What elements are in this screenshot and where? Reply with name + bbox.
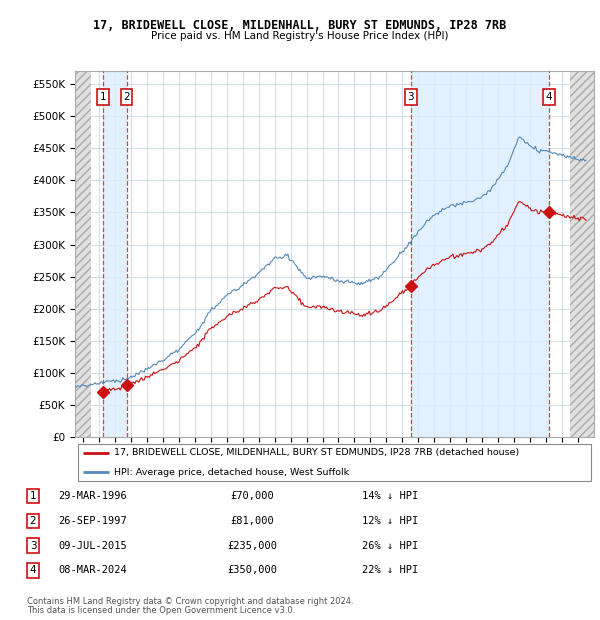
Bar [570,71,594,437]
Text: 12% ↓ HPI: 12% ↓ HPI [362,516,418,526]
Text: 1: 1 [29,491,37,501]
Text: £70,000: £70,000 [230,491,274,501]
Text: 3: 3 [29,541,37,551]
Bar [75,71,91,437]
Text: This data is licensed under the Open Government Licence v3.0.: This data is licensed under the Open Gov… [27,606,295,615]
Bar [103,71,127,437]
Text: £350,000: £350,000 [227,565,277,575]
Text: £81,000: £81,000 [230,516,274,526]
Text: £235,000: £235,000 [227,541,277,551]
Text: 2: 2 [123,92,130,102]
Text: Contains HM Land Registry data © Crown copyright and database right 2024.: Contains HM Land Registry data © Crown c… [27,597,353,606]
Text: 08-MAR-2024: 08-MAR-2024 [59,565,127,575]
Text: 14% ↓ HPI: 14% ↓ HPI [362,491,418,501]
Text: 4: 4 [29,565,37,575]
Text: 26% ↓ HPI: 26% ↓ HPI [362,541,418,551]
FancyBboxPatch shape [77,443,592,482]
Text: 09-JUL-2015: 09-JUL-2015 [59,541,127,551]
Text: 29-MAR-1996: 29-MAR-1996 [59,491,127,501]
Text: 17, BRIDEWELL CLOSE, MILDENHALL, BURY ST EDMUNDS, IP28 7RB (detached house): 17, BRIDEWELL CLOSE, MILDENHALL, BURY ST… [114,448,519,458]
Bar [410,71,549,437]
Text: 1: 1 [100,92,106,102]
Text: 26-SEP-1997: 26-SEP-1997 [59,516,127,526]
Text: 2: 2 [29,516,37,526]
Text: HPI: Average price, detached house, West Suffolk: HPI: Average price, detached house, West… [114,467,349,477]
Text: Price paid vs. HM Land Registry's House Price Index (HPI): Price paid vs. HM Land Registry's House … [151,31,449,41]
Text: 4: 4 [545,92,552,102]
Text: 17, BRIDEWELL CLOSE, MILDENHALL, BURY ST EDMUNDS, IP28 7RB: 17, BRIDEWELL CLOSE, MILDENHALL, BURY ST… [94,19,506,32]
Text: 22% ↓ HPI: 22% ↓ HPI [362,565,418,575]
Text: 3: 3 [407,92,414,102]
